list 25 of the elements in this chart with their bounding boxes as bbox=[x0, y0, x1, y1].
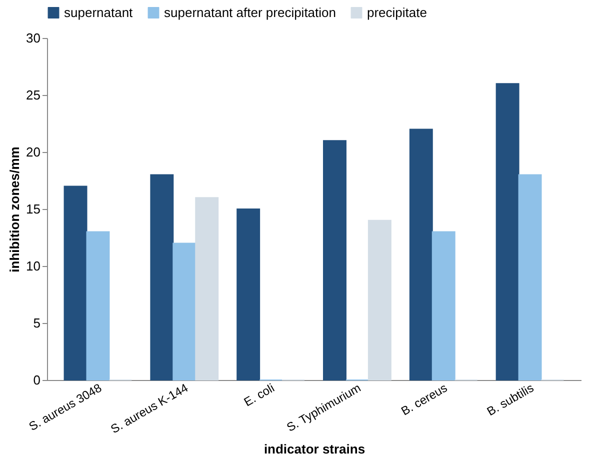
bar bbox=[195, 197, 219, 380]
legend-label: supernatant bbox=[64, 4, 134, 20]
legend-label: supernatant after precipitation bbox=[164, 4, 336, 20]
y-tick-label: 25 bbox=[26, 88, 40, 102]
bar bbox=[368, 220, 392, 380]
bar bbox=[86, 231, 110, 380]
legend-label: precipitate bbox=[367, 4, 427, 20]
bar bbox=[323, 140, 346, 380]
y-tick-label: 5 bbox=[33, 316, 40, 330]
bar bbox=[150, 174, 174, 380]
y-tick-label: 20 bbox=[26, 144, 40, 160]
y-tick-label: 15 bbox=[26, 202, 40, 216]
x-tick-label: E. coli bbox=[241, 380, 277, 410]
bar bbox=[432, 231, 456, 380]
bar bbox=[496, 83, 520, 380]
bar bbox=[518, 174, 542, 380]
bar bbox=[172, 242, 196, 380]
bar bbox=[236, 208, 260, 380]
y-axis-title: inhibition zones/mm bbox=[7, 146, 22, 272]
y-tick-label: 30 bbox=[26, 30, 40, 46]
bar bbox=[64, 186, 88, 380]
x-axis-title: indicator strains bbox=[264, 441, 366, 456]
y-tick-label: 0 bbox=[33, 372, 40, 388]
y-tick-label: 10 bbox=[26, 258, 40, 274]
bar bbox=[409, 128, 433, 380]
